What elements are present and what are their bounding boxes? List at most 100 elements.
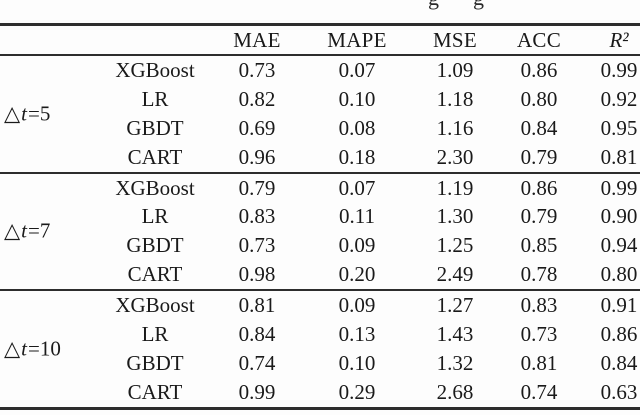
table-row: GBDT 0.73 0.09 1.25 0.85 0.94 xyxy=(0,231,640,260)
caption-partial-letter: g xyxy=(473,0,484,11)
model-name-cell: LR xyxy=(141,321,169,346)
metric-value-cell: 0.86 xyxy=(520,175,558,200)
metric-value-cell: 0.74 xyxy=(238,350,276,375)
metric-value-cell: 0.84 xyxy=(238,321,276,346)
metric-value-cell: 0.81 xyxy=(238,293,276,318)
model-name-cell: LR xyxy=(141,86,169,111)
metric-value-cell: 0.80 xyxy=(520,86,558,111)
table-bottom-rule xyxy=(0,406,640,410)
row-group: △t=7 XGBoost 0.79 0.07 1.19 0.86 0.99 LR 0.83 0.1… xyxy=(0,174,640,290)
row-group: △t=10 XGBoost 0.81 0.09 1.27 0.83 0.91 LR 0.84 0.… xyxy=(0,291,640,407)
table-row: XGBoost 0.81 0.09 1.27 0.83 0.91 xyxy=(0,291,640,320)
metric-value-cell: 0.10 xyxy=(338,350,376,375)
table-row: CART 0.99 0.29 2.68 0.74 0.63 xyxy=(0,378,640,407)
row-group-label: △t=5 xyxy=(4,103,50,124)
row-group-label-part: =7 xyxy=(28,218,51,243)
metric-value-cell: 0.79 xyxy=(238,175,276,200)
metric-value-cell: 0.83 xyxy=(238,204,276,229)
metric-value-cell: 0.11 xyxy=(339,204,375,229)
metric-value-cell: 0.81 xyxy=(600,144,638,169)
metric-value-cell: 0.20 xyxy=(338,262,376,287)
metric-value-cell: 0.63 xyxy=(600,379,638,404)
row-group: △t=5 XGBoost 0.73 0.07 1.09 0.86 0.99 LR 0.82 0.1… xyxy=(0,56,640,172)
metric-value-cell: 1.09 xyxy=(436,57,474,82)
table-divider-rule xyxy=(0,289,640,292)
metric-value-cell: 0.91 xyxy=(600,293,638,318)
metric-value-cell: 0.08 xyxy=(338,115,376,140)
table-row: XGBoost 0.73 0.07 1.09 0.86 0.99 xyxy=(0,56,640,85)
metric-value-cell: 0.86 xyxy=(600,321,638,346)
model-name-cell: CART xyxy=(127,262,183,287)
metric-value-cell: 0.84 xyxy=(600,350,638,375)
model-name-cell: XGBoost xyxy=(115,175,195,200)
metric-value-cell: 0.79 xyxy=(520,144,558,169)
row-group-label-part: =5 xyxy=(28,101,51,126)
metric-value-cell: 0.99 xyxy=(600,57,638,82)
model-name-cell: GBDT xyxy=(126,350,184,375)
metric-value-cell: 0.86 xyxy=(520,57,558,82)
metric-value-cell: 1.19 xyxy=(436,175,474,200)
metric-value-cell: 1.18 xyxy=(436,86,474,111)
table-divider-rule xyxy=(0,171,640,174)
metric-value-cell: 0.09 xyxy=(338,293,376,318)
table-row: LR 0.82 0.10 1.18 0.80 0.92 xyxy=(0,85,640,114)
table-row: GBDT 0.74 0.10 1.32 0.81 0.84 xyxy=(0,349,640,378)
model-name-cell: CART xyxy=(127,144,183,169)
row-group-label-part: △ xyxy=(4,101,21,126)
metric-value-cell: 1.25 xyxy=(436,233,474,258)
metric-value-cell: 0.99 xyxy=(238,379,276,404)
model-name-cell: XGBoost xyxy=(115,57,195,82)
column-header-mae: MAE xyxy=(233,27,281,52)
metric-value-cell: 0.99 xyxy=(600,175,638,200)
row-group-label-part: △ xyxy=(4,336,21,361)
column-header-r2: R² xyxy=(609,27,629,52)
metric-value-cell: 0.74 xyxy=(520,379,558,404)
row-group-label-part: t xyxy=(21,336,27,361)
metric-value-cell: 1.27 xyxy=(436,293,474,318)
model-name-cell: XGBoost xyxy=(115,293,195,318)
metric-value-cell: 0.73 xyxy=(238,57,276,82)
model-name-cell: GBDT xyxy=(126,233,184,258)
metric-value-cell: 0.92 xyxy=(600,86,638,111)
metric-value-cell: 0.94 xyxy=(600,233,638,258)
caption-partial-letter: g xyxy=(428,0,439,11)
table-row: LR 0.83 0.11 1.30 0.79 0.90 xyxy=(0,202,640,231)
metric-value-cell: 0.73 xyxy=(238,233,276,258)
metric-value-cell: 0.81 xyxy=(520,350,558,375)
column-header-acc: ACC xyxy=(516,27,562,52)
metric-value-cell: 0.84 xyxy=(520,115,558,140)
table-body: △t=5 XGBoost 0.73 0.07 1.09 0.86 0.99 LR 0.82 0.1… xyxy=(0,56,640,407)
metric-value-cell: 2.49 xyxy=(436,262,474,287)
row-group-label-part: =10 xyxy=(28,336,61,361)
metric-value-cell: 2.30 xyxy=(436,144,474,169)
metric-value-cell: 1.32 xyxy=(436,350,474,375)
metric-value-cell: 0.07 xyxy=(338,57,376,82)
model-name-cell: GBDT xyxy=(126,115,184,140)
metric-value-cell: 1.43 xyxy=(436,321,474,346)
metric-value-cell: 0.95 xyxy=(600,115,638,140)
table-row: GBDT 0.69 0.08 1.16 0.84 0.95 xyxy=(0,114,640,143)
caption-fragment: g g xyxy=(0,0,640,23)
metric-value-cell: 0.07 xyxy=(338,175,376,200)
metric-value-cell: 0.13 xyxy=(338,321,376,346)
metric-value-cell: 0.82 xyxy=(238,86,276,111)
metric-value-cell: 0.98 xyxy=(238,262,276,287)
metric-value-cell: 0.18 xyxy=(338,144,376,169)
table-row: XGBoost 0.79 0.07 1.19 0.86 0.99 xyxy=(0,174,640,203)
metric-value-cell: 0.83 xyxy=(520,293,558,318)
metric-value-cell: 0.90 xyxy=(600,204,638,229)
metric-value-cell: 0.96 xyxy=(238,144,276,169)
table-row: LR 0.84 0.13 1.43 0.73 0.86 xyxy=(0,320,640,349)
table-header-rule xyxy=(0,54,640,56)
table-header-row: MAE MAPE MSE ACC R² xyxy=(0,26,640,54)
metric-value-cell: 0.09 xyxy=(338,233,376,258)
column-header-mape: MAPE xyxy=(327,27,387,52)
metric-value-cell: 0.78 xyxy=(520,262,558,287)
metric-value-cell: 0.10 xyxy=(338,86,376,111)
table-row: CART 0.96 0.18 2.30 0.79 0.81 xyxy=(0,143,640,172)
row-group-label-part: t xyxy=(21,218,27,243)
model-name-cell: CART xyxy=(127,379,183,404)
table-top-rule xyxy=(0,23,640,26)
metric-value-cell: 0.85 xyxy=(520,233,558,258)
